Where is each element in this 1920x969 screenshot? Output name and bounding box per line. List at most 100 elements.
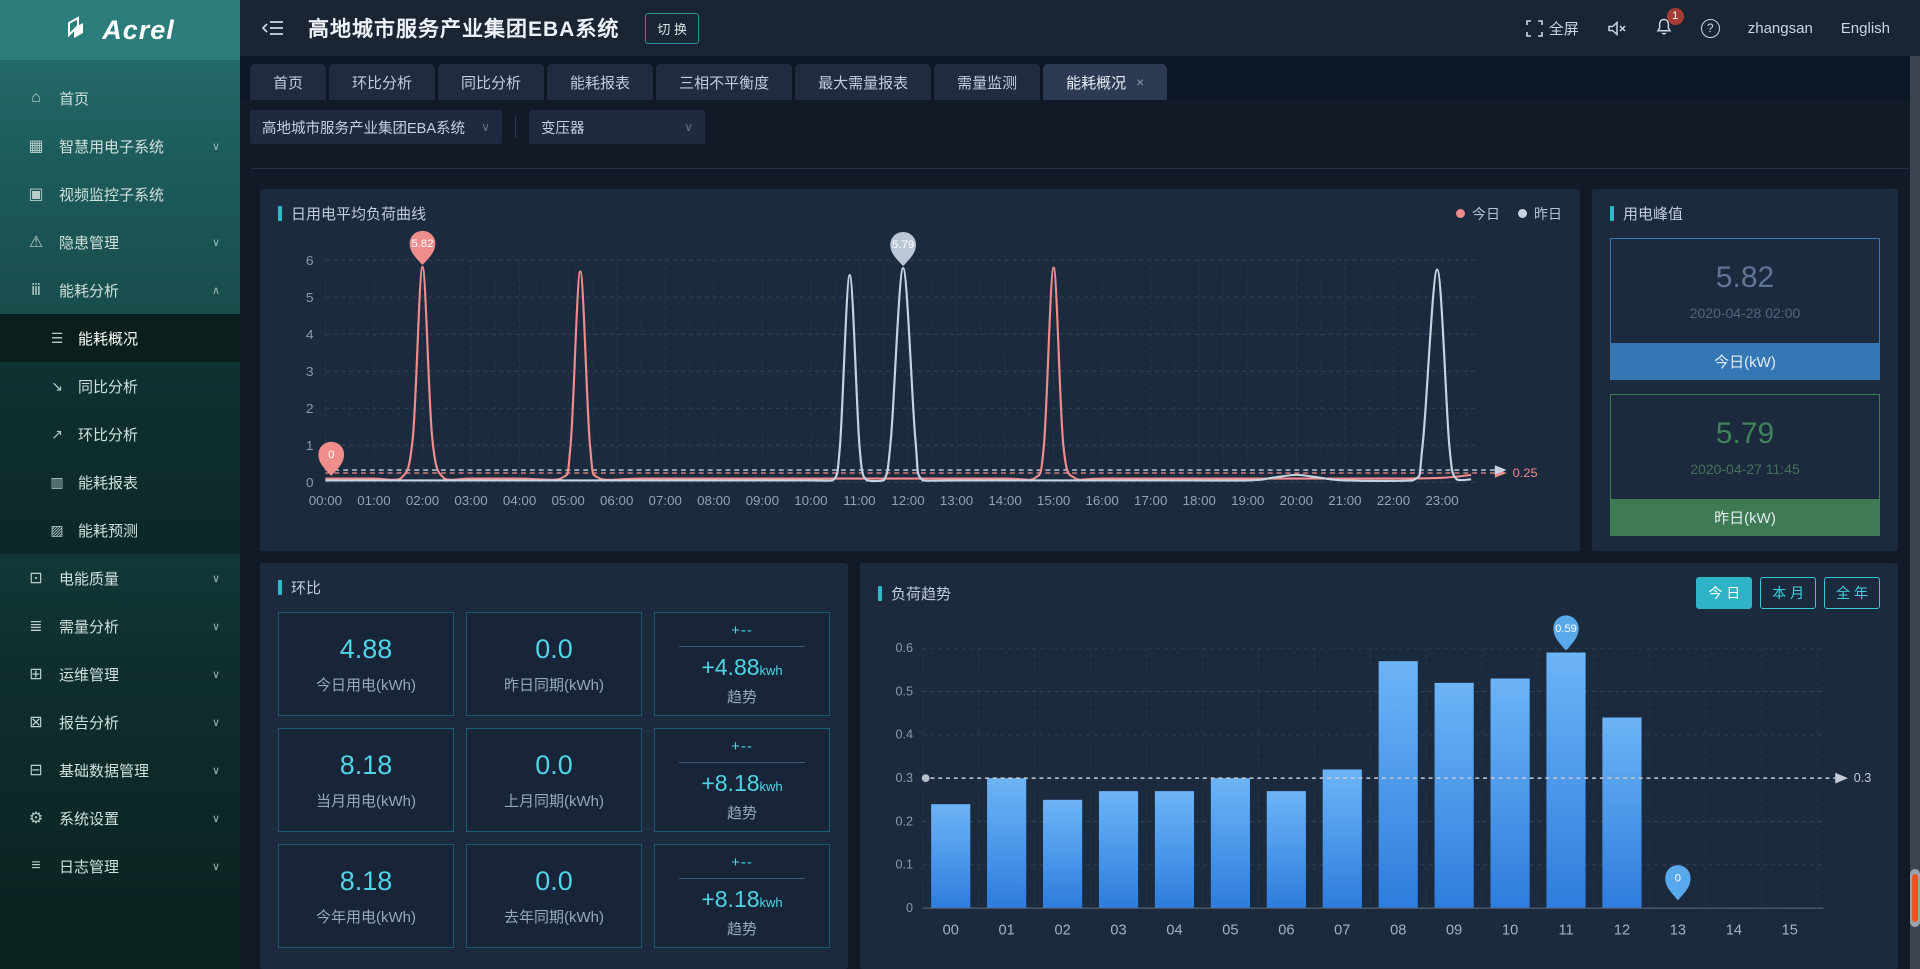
sidebar-item-label: 智慧用电子系统 xyxy=(59,138,165,156)
peak-label-yesterday[interactable]: 昨日(kW) xyxy=(1611,499,1879,535)
svg-text:07:00: 07:00 xyxy=(649,493,682,508)
sidebar-item-video-monitor[interactable]: ▣ 视频监控子系统 xyxy=(0,170,240,218)
energy-analysis-submenu: ☰ 能耗概况 ↘ 同比分析 ↗ 环比分析 ▥ 能耗报表 ▨ 能耗预测 xyxy=(0,314,240,554)
switch-system-button[interactable]: 切 换 xyxy=(645,12,699,44)
sidebar-item-demand-analysis[interactable]: ≣ 需量分析 ∨ xyxy=(0,602,240,650)
tab-demand-monitor[interactable]: 需量监测 xyxy=(934,64,1041,100)
sidebar-item-ops-management[interactable]: ⊞ 运维管理 ∨ xyxy=(0,650,240,698)
energy-forecast-icon: ▨ xyxy=(50,521,64,538)
filter-divider xyxy=(515,116,516,138)
svg-text:5.82: 5.82 xyxy=(411,238,433,250)
acrel-logo-icon xyxy=(65,15,93,46)
svg-text:15:00: 15:00 xyxy=(1037,493,1070,508)
chevron-down-icon: ∨ xyxy=(211,572,220,585)
ring-card-month-usage: 8.18 当月用电(kWh) xyxy=(278,728,454,832)
tab-max-demand-report[interactable]: 最大需量报表 xyxy=(795,64,932,100)
svg-text:0.25: 0.25 xyxy=(1513,466,1538,480)
ops-management-icon: ⊞ xyxy=(29,666,43,683)
svg-text:08: 08 xyxy=(1390,922,1406,938)
tab-yoy-analysis[interactable]: 同比分析 xyxy=(438,64,545,100)
svg-text:17:00: 17:00 xyxy=(1134,493,1167,508)
legend-today[interactable]: 今日 xyxy=(1456,204,1500,224)
peak-card-yesterday: 5.79 2020-04-27 11:45 昨日(kW) xyxy=(1610,394,1880,536)
sidebar-subitem-energy-overview[interactable]: ☰ 能耗概况 xyxy=(0,314,240,362)
sidebar-item-smart-power[interactable]: ▦ 智慧用电子系统 ∨ xyxy=(0,122,240,170)
svg-text:14: 14 xyxy=(1726,922,1742,938)
legend-yesterday[interactable]: 昨日 xyxy=(1518,204,1562,224)
svg-text:0.4: 0.4 xyxy=(895,728,913,742)
range-month-button[interactable]: 本 月 xyxy=(1760,577,1817,609)
vertical-scrollbar[interactable] xyxy=(1910,56,1920,969)
tab-home[interactable]: 首页 xyxy=(250,64,327,100)
tab-mom-analysis[interactable]: 环比分析 xyxy=(329,64,436,100)
sidebar-item-label: 隐患管理 xyxy=(59,234,120,252)
username[interactable]: zhangsan xyxy=(1747,19,1813,37)
chevron-down-icon: ∨ xyxy=(211,236,220,249)
svg-text:05:00: 05:00 xyxy=(551,493,584,508)
device-select[interactable]: 变压器 ∨ xyxy=(529,110,705,144)
svg-text:09:00: 09:00 xyxy=(746,493,779,508)
svg-text:07: 07 xyxy=(1334,922,1350,938)
title-accent-bar xyxy=(278,206,282,221)
svg-text:00:00: 00:00 xyxy=(309,493,342,508)
sidebar-item-logs[interactable]: ≡ 日志管理 ∨ xyxy=(0,842,240,890)
scrollbar-thumb[interactable] xyxy=(1910,868,1920,927)
sidebar-subitem-energy-forecast[interactable]: ▨ 能耗预测 xyxy=(0,506,240,554)
svg-text:2: 2 xyxy=(306,401,314,416)
svg-text:09: 09 xyxy=(1446,922,1462,938)
sidebar-subitem-label: 环比分析 xyxy=(78,426,139,444)
chevron-down-icon: ∨ xyxy=(211,716,220,729)
svg-text:22:00: 22:00 xyxy=(1377,493,1410,508)
svg-text:10:00: 10:00 xyxy=(794,493,827,508)
svg-text:19:00: 19:00 xyxy=(1231,493,1264,508)
report-analysis-icon: ⊠ xyxy=(29,714,43,731)
svg-text:08:00: 08:00 xyxy=(697,493,730,508)
sidebar-item-hazard[interactable]: ⚠ 隐患管理 ∨ xyxy=(0,218,240,266)
help-icon[interactable]: ? xyxy=(1700,18,1720,38)
svg-text:05: 05 xyxy=(1222,922,1238,938)
peak-label-today[interactable]: 今日(kW) xyxy=(1611,343,1879,379)
language-switch[interactable]: English xyxy=(1840,19,1890,37)
panel-title-peak: 用电峰值 xyxy=(1610,203,1880,224)
mute-icon[interactable] xyxy=(1607,20,1627,37)
collapse-menu-icon[interactable] xyxy=(262,19,284,37)
sidebar-item-settings[interactable]: ⚙ 系统设置 ∨ xyxy=(0,794,240,842)
sidebar-subitem-label: 能耗报表 xyxy=(78,474,139,492)
system-select[interactable]: 高地城市服务产业集团EBA系统 ∨ xyxy=(250,110,502,144)
energy-report-icon: ▥ xyxy=(50,473,64,490)
svg-text:0: 0 xyxy=(1675,873,1681,885)
svg-text:06:00: 06:00 xyxy=(600,493,633,508)
sidebar-subitem-energy-report[interactable]: ▥ 能耗报表 xyxy=(0,458,240,506)
fullscreen-button[interactable]: 全屏 xyxy=(1525,18,1579,39)
video-monitor-icon: ▣ xyxy=(28,186,44,203)
sidebar-subitem-mom-analysis[interactable]: ↗ 环比分析 xyxy=(0,410,240,458)
ring-card-year-usage: 8.18 今年用电(kWh) xyxy=(278,844,454,948)
tab-energy-overview[interactable]: 能耗概况 × xyxy=(1043,64,1168,100)
svg-text:00: 00 xyxy=(943,922,959,938)
sidebar-item-label: 电能质量 xyxy=(59,570,120,588)
svg-text:04:00: 04:00 xyxy=(503,493,536,508)
close-icon[interactable]: × xyxy=(1136,74,1145,90)
notification-bell-icon[interactable]: 1 xyxy=(1655,7,1684,40)
chevron-down-icon: ∨ xyxy=(481,120,490,134)
top-header: 高地城市服务产业集团EBA系统 切 换 全屏 xyxy=(240,0,1920,56)
sidebar-item-energy-analysis[interactable]: ⅲ 能耗分析 ∧ xyxy=(0,266,240,314)
svg-text:21:00: 21:00 xyxy=(1328,493,1361,508)
sidebar-subitem-yoy-analysis[interactable]: ↘ 同比分析 xyxy=(0,362,240,410)
tab-phase-unbalance[interactable]: 三相不平衡度 xyxy=(656,64,793,100)
energy-analysis-icon: ⅲ xyxy=(30,282,42,299)
range-year-button[interactable]: 全 年 xyxy=(1824,577,1880,609)
brand-logo: Acrel xyxy=(0,0,240,60)
divider xyxy=(679,645,805,647)
range-today-button[interactable]: 今 日 xyxy=(1696,577,1753,609)
svg-text:20:00: 20:00 xyxy=(1280,493,1313,508)
sidebar-item-home[interactable]: ⌂ 首页 xyxy=(0,74,240,122)
svg-text:0.59: 0.59 xyxy=(1555,623,1577,635)
sidebar-item-base-data[interactable]: ⊟ 基础数据管理 ∨ xyxy=(0,746,240,794)
svg-text:0: 0 xyxy=(906,901,913,915)
sidebar-item-power-quality[interactable]: ⊡ 电能质量 ∨ xyxy=(0,554,240,602)
load-curve-chart: 0 1 2 3 4 5 6 00:00 01:00 02:00 03:00 04:00 05:00 06:… xyxy=(278,228,1562,524)
tab-energy-report[interactable]: 能耗报表 xyxy=(547,64,654,100)
sidebar-item-report-analysis[interactable]: ⊠ 报告分析 ∨ xyxy=(0,698,240,746)
peak-time-yesterday: 2020-04-27 11:45 xyxy=(1690,461,1800,477)
